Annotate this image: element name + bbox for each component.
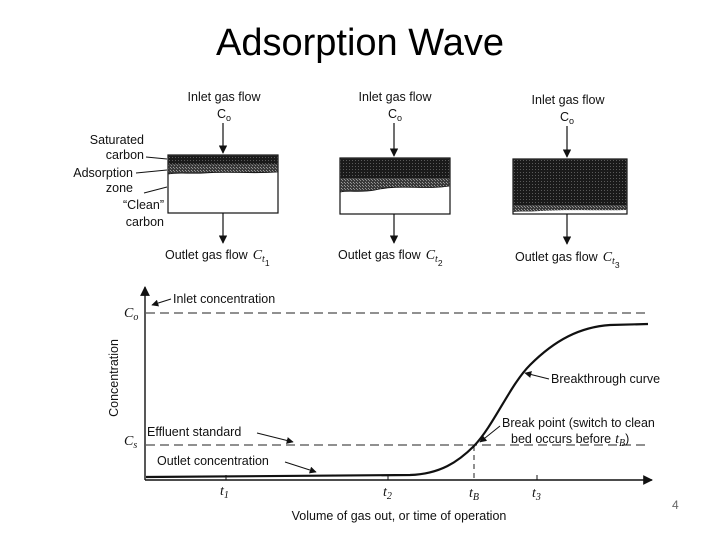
label-clean-line2: carbon [126, 215, 164, 229]
saturated-leader [145, 156, 168, 160]
break-point-label-line2: bed occurs before tB) [511, 432, 629, 449]
bed-2-inlet-symbol: Co [388, 107, 402, 123]
svg-text:t2: t2 [383, 485, 392, 502]
x-tick-t2: t2 [383, 475, 392, 502]
bed-2-saturated-layer [340, 158, 450, 179]
co-label: Co [124, 306, 138, 323]
page-number: 4 [672, 498, 679, 512]
break-point-pointer [479, 425, 501, 443]
bed-1-outlet-label: Outlet gas flow Ct1 [165, 248, 270, 268]
bed-2-adsorption-layer [340, 178, 450, 192]
bed-3-outlet-label: Outlet gas flow Ct3 [515, 250, 620, 270]
label-adsorption-line2: zone [106, 181, 133, 195]
slide-title: Adsorption Wave [216, 22, 504, 64]
bed-3-saturated-layer [513, 159, 627, 206]
svg-text:t1: t1 [220, 484, 229, 501]
svg-text:t3: t3 [532, 486, 541, 503]
effluent-standard-pointer [256, 432, 294, 444]
bed-2-inlet-label: Inlet gas flow [359, 90, 433, 104]
adsorption-leader [135, 169, 168, 174]
break-point-label-line1: Break point (switch to clean [502, 416, 655, 430]
outlet-concentration-label: Outlet concentration [157, 454, 269, 468]
bed-3-adsorption-layer [513, 205, 627, 212]
x-tick-t1: t1 [220, 475, 229, 501]
bed-3: Inlet gas flow Co Outlet gas flow Ct3 [512, 93, 628, 270]
bed-2: Inlet gas flow Co Outlet gas flow Ct2 [338, 90, 451, 268]
breakthrough-curve-pointer [524, 371, 550, 380]
y-axis-label: Concentration [107, 339, 121, 417]
inlet-concentration-pointer [151, 298, 172, 307]
breakthrough-graph: Co Cs Concentration Inlet concentration … [107, 286, 660, 523]
label-saturated-line1: Saturated [90, 133, 144, 147]
bed-1-adsorption-layer [168, 164, 278, 174]
bed-3-inlet-symbol: Co [560, 110, 574, 126]
bed-2-outlet-label: Outlet gas flow Ct2 [338, 248, 443, 268]
breakthrough-curve-label: Breakthrough curve [551, 372, 660, 386]
x-tick-tb: tB [469, 486, 479, 503]
bed-1-inlet-label: Inlet gas flow [188, 90, 262, 104]
label-saturated-line2: carbon [106, 148, 144, 162]
x-tick-t3: t3 [532, 475, 541, 503]
bed-3-inlet-label: Inlet gas flow [532, 93, 606, 107]
clean-leader [143, 186, 168, 194]
zone-labels: Saturated carbon Adsorption zone “Clean”… [73, 133, 168, 229]
effluent-standard-label: Effluent standard [147, 425, 241, 439]
label-clean-line1: “Clean” [123, 198, 164, 212]
x-axis-label: Volume of gas out, or time of operation [292, 509, 507, 523]
cs-label: Cs [124, 434, 137, 451]
svg-text:tB: tB [469, 486, 479, 503]
bed-1: Inlet gas flow Co Outlet gas flow Ct1 [165, 90, 279, 268]
bed-1-inlet-symbol: Co [217, 107, 231, 123]
inlet-concentration-label: Inlet concentration [173, 292, 275, 306]
label-adsorption-line1: Adsorption [73, 166, 133, 180]
breakthrough-curve-line [145, 322, 649, 479]
outlet-concentration-pointer [284, 461, 317, 474]
bed-1-saturated-layer [168, 155, 278, 165]
